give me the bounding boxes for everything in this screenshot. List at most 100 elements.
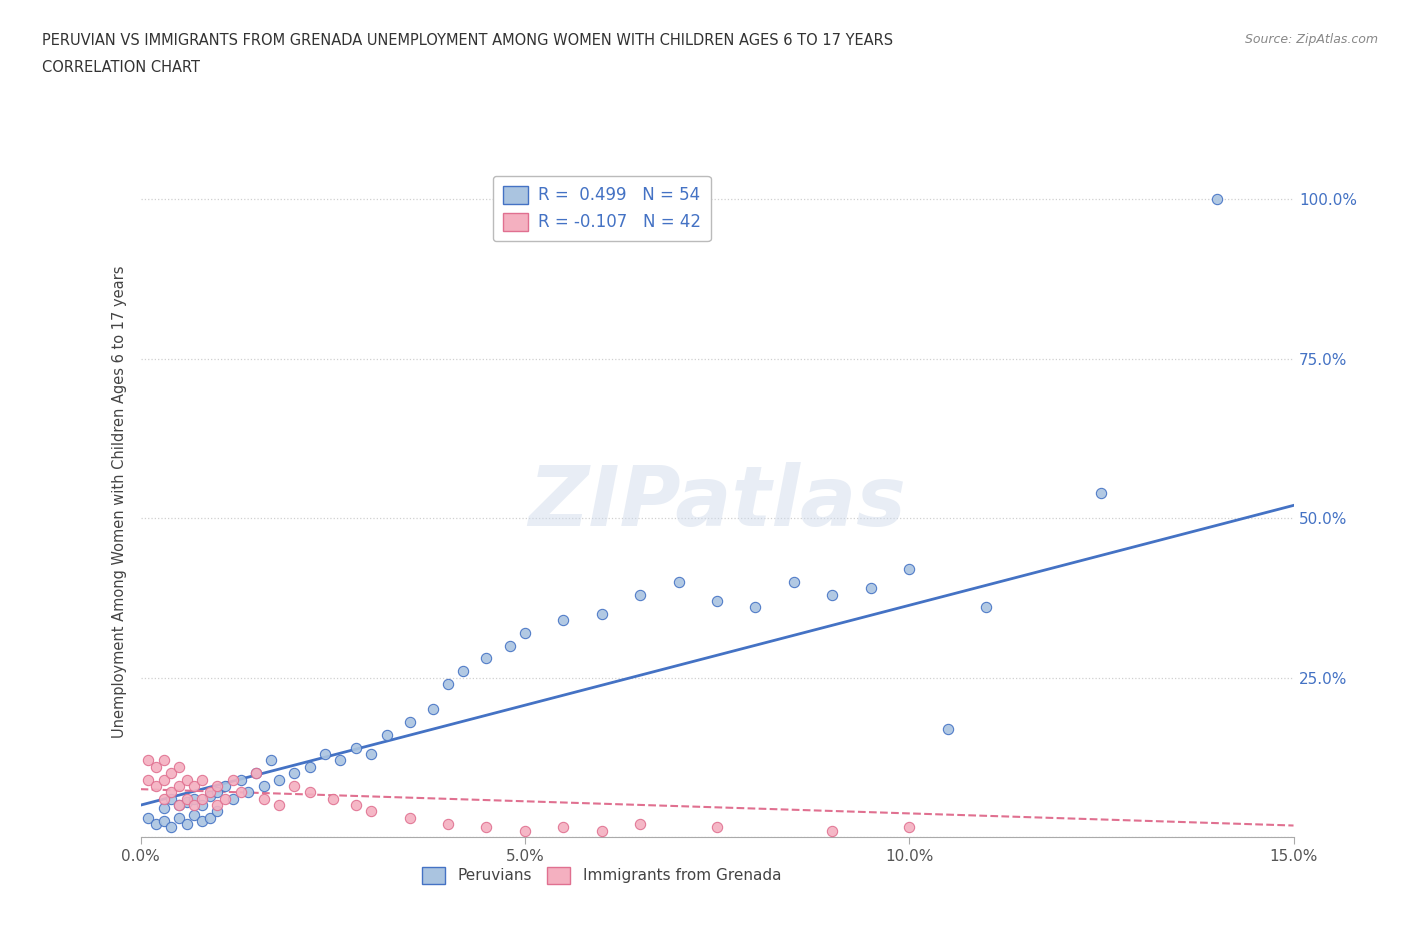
Point xyxy=(207,804,229,819)
Point xyxy=(252,778,274,793)
Point xyxy=(283,765,305,780)
Point xyxy=(136,772,159,787)
Point xyxy=(167,760,190,775)
Point xyxy=(437,817,460,831)
Point xyxy=(360,804,382,819)
Point xyxy=(152,753,174,768)
Point xyxy=(176,772,198,787)
Point xyxy=(160,785,183,800)
Point xyxy=(160,820,183,835)
Point xyxy=(298,760,321,775)
Point xyxy=(898,820,921,835)
Point xyxy=(152,791,174,806)
Point xyxy=(176,794,198,809)
Point xyxy=(198,788,221,803)
Point xyxy=(513,626,536,641)
Point xyxy=(136,753,159,768)
Point xyxy=(145,760,167,775)
Point xyxy=(821,587,844,602)
Point xyxy=(267,772,290,787)
Point xyxy=(513,823,536,838)
Point xyxy=(222,791,245,806)
Point xyxy=(475,651,498,666)
Point xyxy=(936,721,959,736)
Point xyxy=(744,600,766,615)
Point xyxy=(322,791,344,806)
Point xyxy=(260,753,283,768)
Point xyxy=(267,798,290,813)
Point xyxy=(398,810,420,825)
Point xyxy=(344,798,367,813)
Point xyxy=(298,785,321,800)
Point xyxy=(245,765,267,780)
Point xyxy=(152,814,174,829)
Point xyxy=(198,810,221,825)
Point xyxy=(375,727,398,742)
Point xyxy=(176,817,198,831)
Point xyxy=(183,791,205,806)
Point xyxy=(553,613,575,628)
Y-axis label: Unemployment Among Women with Children Ages 6 to 17 years: Unemployment Among Women with Children A… xyxy=(112,266,128,738)
Point xyxy=(191,814,214,829)
Point xyxy=(1090,485,1112,500)
Point xyxy=(475,820,498,835)
Point xyxy=(222,772,245,787)
Point xyxy=(191,791,214,806)
Text: PERUVIAN VS IMMIGRANTS FROM GRENADA UNEMPLOYMENT AMONG WOMEN WITH CHILDREN AGES : PERUVIAN VS IMMIGRANTS FROM GRENADA UNEM… xyxy=(42,33,893,47)
Point xyxy=(283,778,305,793)
Point xyxy=(214,778,236,793)
Point xyxy=(176,791,198,806)
Point xyxy=(207,778,229,793)
Legend: Peruvians, Immigrants from Grenada: Peruvians, Immigrants from Grenada xyxy=(416,861,787,890)
Point xyxy=(167,778,190,793)
Point xyxy=(191,772,214,787)
Point xyxy=(437,676,460,691)
Point xyxy=(183,807,205,822)
Point xyxy=(167,798,190,813)
Point xyxy=(591,606,613,621)
Point xyxy=(207,785,229,800)
Point xyxy=(628,817,651,831)
Point xyxy=(628,587,651,602)
Point xyxy=(360,747,382,762)
Point xyxy=(145,817,167,831)
Point xyxy=(344,740,367,755)
Point xyxy=(152,801,174,816)
Point xyxy=(183,778,205,793)
Point xyxy=(668,575,690,590)
Point xyxy=(160,765,183,780)
Point xyxy=(553,820,575,835)
Point xyxy=(252,791,274,806)
Point xyxy=(198,785,221,800)
Point xyxy=(238,785,260,800)
Point xyxy=(145,778,167,793)
Point xyxy=(498,638,520,653)
Point xyxy=(329,753,352,768)
Point xyxy=(591,823,613,838)
Point xyxy=(160,791,183,806)
Text: Source: ZipAtlas.com: Source: ZipAtlas.com xyxy=(1244,33,1378,46)
Point xyxy=(706,820,728,835)
Point xyxy=(706,593,728,608)
Point xyxy=(245,765,267,780)
Point xyxy=(207,798,229,813)
Point xyxy=(1205,192,1227,206)
Point xyxy=(783,575,806,590)
Point xyxy=(167,798,190,813)
Point xyxy=(229,772,252,787)
Text: CORRELATION CHART: CORRELATION CHART xyxy=(42,60,200,75)
Point xyxy=(821,823,844,838)
Point xyxy=(859,581,882,596)
Point xyxy=(314,747,336,762)
Point xyxy=(974,600,997,615)
Point xyxy=(453,664,475,679)
Point xyxy=(136,810,159,825)
Point xyxy=(152,772,174,787)
Point xyxy=(167,810,190,825)
Point xyxy=(398,715,420,730)
Point xyxy=(183,798,205,813)
Point xyxy=(898,562,921,577)
Point xyxy=(191,798,214,813)
Text: ZIPatlas: ZIPatlas xyxy=(529,461,905,543)
Point xyxy=(422,702,444,717)
